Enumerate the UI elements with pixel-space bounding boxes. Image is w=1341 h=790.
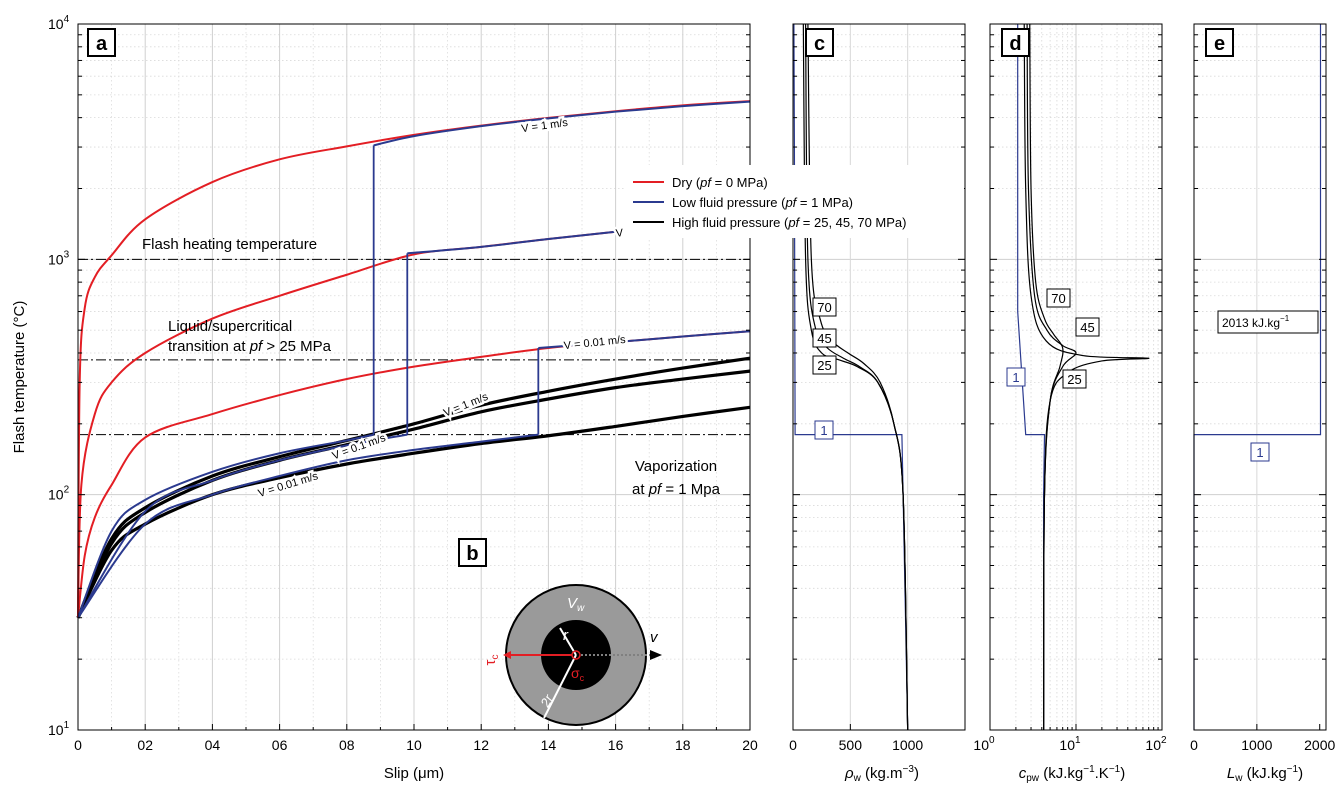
panel-c-curves: [793, 23, 909, 731]
panel-a-xtick-label: 0: [74, 737, 82, 753]
panel-c-letter: c: [814, 33, 825, 55]
series-low-3: [77, 433, 374, 619]
label-tau: τc: [482, 655, 501, 666]
label-sigma: σc: [571, 665, 585, 683]
panel-a-xtick-label: 10: [406, 737, 422, 753]
panel-d-xtick-label: 102: [1145, 735, 1167, 753]
panel-a-ylabel: Flash temperature (°C): [11, 301, 28, 454]
legend: Dry (pf = 0 MPa) Low fluid pressure (pf …: [624, 165, 964, 238]
panel-d-xlabel: cpw (kJ.kg−1.K−1): [1019, 764, 1125, 784]
label-vw: Vw: [567, 595, 585, 614]
panel-a-xtick-label: 02: [137, 737, 153, 753]
annotation-liquid-line2: transition at pf > 25 MPa: [168, 338, 332, 355]
series-high-6: [76, 356, 751, 619]
velocity-labels: V = 1 m/s V = 0.1 m/s V = 0.01 m/s V = 1…: [254, 114, 675, 502]
panel-c-series-45: [805, 23, 909, 731]
panel-d-letter: d: [1009, 33, 1021, 55]
panel-c-xlabel: ρw (kg.m−3): [844, 764, 919, 784]
series-low-3: [373, 100, 751, 147]
panel-a-xtick-label: 06: [272, 737, 288, 753]
panel-a-xtick-label: 16: [608, 737, 624, 753]
panel-a-xtick-label: 04: [205, 737, 221, 753]
panel-a-xtick-label: 08: [339, 737, 355, 753]
c-label-70: 70: [817, 300, 831, 315]
panel-a-xtick-label: 14: [541, 737, 557, 753]
panel-a-xtick-label: 18: [675, 737, 691, 753]
d-label-1: 1: [1012, 370, 1019, 385]
panel-a-xlabel: Slip (μm): [384, 765, 444, 782]
panel-c-box: [805, 28, 834, 57]
label-red-v001: V = 0.01 m/s: [563, 334, 626, 352]
panel-d-series-70: [1029, 23, 1064, 731]
panel-a-ytick-label: 103: [48, 249, 70, 267]
panel-d-xtick-label: 101: [1059, 735, 1081, 753]
c-label-45: 45: [817, 331, 831, 346]
legend-high: High fluid pressure (pf = 25, 45, 70 MPa…: [672, 215, 907, 230]
panel-a-xtick-label: 12: [473, 737, 489, 753]
label-v: v: [650, 629, 659, 646]
panel-e-letter: e: [1214, 33, 1225, 55]
panel-a-curves: [76, 100, 751, 619]
series-low-5: [538, 330, 751, 349]
legend-dry: Dry (pf = 0 MPa): [672, 175, 768, 190]
annotation-vapor-line1: Vaporization: [635, 458, 717, 475]
c-label-25: 25: [817, 358, 831, 373]
annotation-liquid-line1: Liquid/supercritical: [168, 318, 292, 335]
d-label-45: 45: [1080, 320, 1094, 335]
panel-d-curves: [1017, 23, 1150, 731]
label-r: r: [563, 627, 569, 644]
panel-a-ytick-label: 101: [48, 720, 70, 738]
panel-d-xtick-label: 100: [973, 735, 995, 753]
e-label-1: 1: [1256, 445, 1263, 460]
panel-d-series-25: [1023, 23, 1150, 731]
panel-d-labels: 70 45 25 1: [1006, 288, 1100, 389]
series-low-4: [77, 433, 408, 619]
panel-c-xtick-label: 500: [839, 737, 863, 753]
panel-a-xtick-label: 20: [742, 737, 758, 753]
series-low-5: [77, 433, 539, 619]
annotation-vapor-line2: at pf = 1 Mpa: [632, 481, 721, 498]
panel-b-letter: b: [466, 543, 478, 565]
panel-e-labels: 2013 kJ.kg−1 1: [1217, 310, 1319, 462]
panel-c-series-70: [807, 23, 909, 731]
panel-c-xtick-label: 1000: [892, 737, 923, 753]
panel-d-box: [1001, 28, 1030, 57]
panel-e-box: [1205, 28, 1234, 57]
annotation-flash-heating: Flash heating temperature: [142, 236, 317, 253]
panel-a-letter: a: [96, 33, 108, 55]
panel-c-xtick-label: 0: [789, 737, 797, 753]
d-label-70: 70: [1051, 291, 1065, 306]
c-label-1: 1: [820, 423, 827, 438]
d-label-25: 25: [1067, 372, 1081, 387]
panel-a-ytick-label: 102: [48, 485, 70, 503]
e-label-latent: 2013 kJ.kg−1: [1222, 314, 1290, 330]
panel-e-xlabel: Lw (kJ.kg−1): [1227, 764, 1303, 784]
panel-e-frame: [1193, 23, 1327, 731]
panel-b-box: [458, 538, 487, 567]
panel-e-xtick-label: 0: [1190, 737, 1198, 753]
panel-c-series-25: [802, 23, 909, 731]
panel-e-xtick-label: 2000: [1304, 737, 1335, 753]
panel-e-xtick-label: 1000: [1241, 737, 1272, 753]
panel-c-frame: [792, 23, 966, 731]
panel-c-labels: 70 45 25 1: [812, 297, 837, 440]
panel-a-box: [87, 28, 116, 57]
schematic-b: b Vw r 2r v τc σc: [458, 538, 662, 726]
panel-a-ytick-label: 104: [48, 14, 70, 32]
legend-low: Low fluid pressure (pf = 1 MPa): [672, 195, 853, 210]
